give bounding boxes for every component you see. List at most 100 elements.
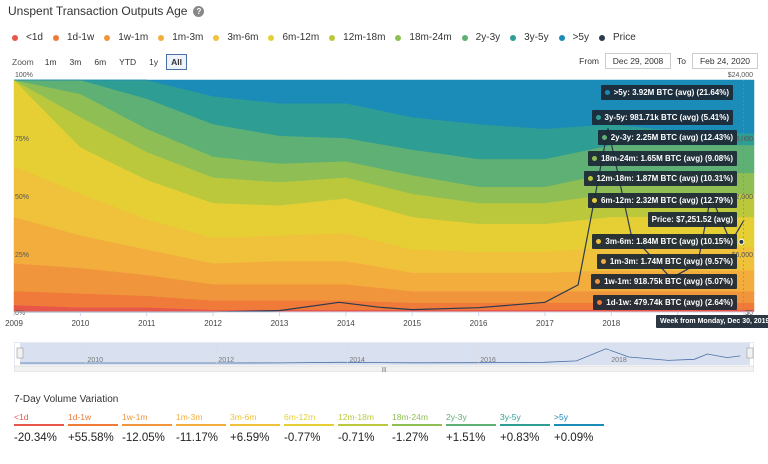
tooltip-dot-icon	[604, 90, 610, 95]
volume-item-3m-6m: 3m-6m +6.59%	[230, 412, 284, 444]
tooltip-row-6m-12m: 6m-12m: 2.32M BTC (avg) (12.79%)	[587, 193, 737, 208]
legend-label: 18m-24m	[409, 32, 452, 43]
legend-item-price[interactable]: Price	[598, 32, 636, 43]
tooltip-text: 2y-3y: 2.25M BTC (avg) (12.43%)	[610, 133, 733, 142]
volume-variation-row: <1d -20.34% 1d-1w +55.58% 1w-1m -12.05% 1m-3m -…	[14, 412, 608, 444]
tooltip-dot-icon	[600, 259, 606, 264]
range-from-input[interactable]: Dec 29, 2008	[605, 53, 672, 69]
navigator[interactable]: 2010 2012 2014 2016 2018 |||	[14, 342, 754, 372]
volume-item-12m-18m: 12m-18m -0.71%	[338, 412, 392, 444]
legend-label: 3y-5y	[524, 32, 549, 43]
volume-item-1d: <1d -20.34%	[14, 412, 68, 444]
y-left-tick-label: 50%	[15, 194, 29, 201]
tooltip-dot-icon	[591, 198, 597, 203]
volume-item-2y-3y: 2y-3y +1.51%	[446, 412, 500, 444]
legend-item-3y-5y[interactable]: 3y-5y	[510, 32, 549, 43]
legend-label: 6m-12m	[282, 32, 320, 43]
area-series-5y[interactable]	[14, 79, 755, 134]
volume-value: +6.59%	[230, 432, 270, 444]
navigator-tick-label: 2012	[218, 357, 234, 364]
legend-item-12m-18m[interactable]: 12m-18m	[329, 32, 385, 43]
navigator-right-handle[interactable]	[746, 347, 754, 359]
legend-dot-icon	[52, 34, 59, 41]
range-to-input[interactable]: Feb 24, 2020	[692, 53, 758, 69]
x-tick-label: 2017	[536, 319, 554, 328]
navigator-tick-label: 2018	[611, 357, 627, 364]
navigator-tick-label: 2010	[87, 357, 103, 364]
legend-label: 1d-1w	[66, 32, 95, 43]
volume-label: 6m-12m	[284, 412, 334, 426]
y-right-tick-label: $0	[745, 310, 753, 317]
zoom-button-all[interactable]: All	[166, 54, 188, 70]
legend-dot-icon	[510, 34, 517, 41]
navigator-left-handle[interactable]	[16, 347, 24, 359]
legend-item-1m-3m[interactable]: 1m-3m	[158, 32, 203, 43]
tooltip-text: 3y-5y: 981.71k BTC (avg) (5.41%)	[604, 113, 730, 122]
tooltip-row-12m-18m: 12m-18m: 1.87M BTC (avg) (10.31%)	[583, 171, 737, 186]
y-left-tick-label: 25%	[15, 252, 29, 259]
tooltip-dot-icon	[597, 300, 603, 305]
tooltip-row-1w-1m: 1w-1m: 918.75k BTC (avg) (5.07%)	[591, 274, 737, 289]
volume-label: 3y-5y	[500, 412, 550, 426]
legend-dot-icon	[213, 34, 220, 41]
legend-item-1d-1w[interactable]: 1d-1w	[52, 32, 95, 43]
volume-value: -0.71%	[338, 432, 375, 444]
tooltip-text: 12m-18m: 1.87M BTC (avg) (10.31%)	[596, 174, 734, 183]
volume-item-1d-1w: 1d-1w +55.58%	[68, 412, 122, 444]
volume-item-1m-3m: 1m-3m -11.17%	[176, 412, 230, 444]
volume-value: +55.58%	[68, 432, 114, 444]
navigator-series	[20, 348, 741, 364]
volume-label: 12m-18m	[338, 412, 388, 426]
legend-dot-icon	[12, 34, 18, 41]
volume-value: +1.51%	[446, 432, 486, 444]
legend-label: <1d	[26, 32, 43, 43]
zoom-label: Zoom	[12, 57, 34, 67]
price-marker	[738, 238, 745, 245]
x-tick-label: 2010	[71, 319, 89, 328]
volume-item-18m-24m: 18m-24m -1.27%	[392, 412, 446, 444]
volume-label: >5y	[554, 412, 604, 426]
volume-value: -1.27%	[392, 432, 429, 444]
zoom-button-3m[interactable]: 3m	[69, 57, 82, 67]
legend-label: >5y	[572, 32, 589, 43]
zoom-button-1y[interactable]: 1y	[149, 57, 159, 67]
tooltip-row-18m-24m: 18m-24m: 1.65M BTC (avg) (9.08%)	[587, 151, 737, 166]
tooltip-row-3y-5y: 3y-5y: 981.71k BTC (avg) (5.41%)	[591, 110, 733, 125]
legend-item-18m-24m[interactable]: 18m-24m	[395, 32, 452, 43]
zoom-button-6m[interactable]: 6m	[94, 57, 107, 67]
legend-item-5y[interactable]: >5y	[558, 32, 589, 43]
legend-item-1w-1m[interactable]: 1w-1m	[104, 32, 148, 43]
tooltip-dot-icon	[601, 135, 607, 140]
legend-item-3m-6m[interactable]: 3m-6m	[213, 32, 258, 43]
volume-label: 18m-24m	[392, 412, 442, 426]
price-line[interactable]	[14, 128, 745, 313]
tooltip-row-1m-3m: 1m-3m: 1.74M BTC (avg) (9.57%)	[596, 254, 737, 269]
volume-label: 3m-6m	[230, 412, 280, 426]
volume-item-6m-12m: 6m-12m -0.77%	[284, 412, 338, 444]
tooltip-row-1d-1w: 1d-1w: 479.74k BTC (avg) (2.64%)	[593, 295, 737, 310]
chart-title: Unspent Transaction Outputs Age ?	[8, 4, 205, 18]
tooltip-dot-icon	[596, 239, 602, 244]
x-tick-label: 2016	[470, 319, 488, 328]
legend-dot-icon	[558, 34, 565, 41]
zoom-controls: Zoom 1m 3m 6m YTD 1y All	[12, 54, 190, 70]
legend-item-1d[interactable]: <1d	[12, 32, 43, 43]
legend-item-6m-12m[interactable]: 6m-12m	[268, 32, 319, 43]
volume-label: 1d-1w	[68, 412, 118, 426]
volume-title: 7-Day Volume Variation	[14, 394, 119, 405]
navigator-selection[interactable]	[20, 343, 750, 365]
tooltip-dot-icon	[587, 176, 593, 181]
zoom-button-ytd[interactable]: YTD	[119, 57, 137, 67]
tooltip-row-price: Price: $7,251.52 (avg)	[647, 212, 737, 227]
legend-item-2y-3y[interactable]: 2y-3y	[461, 32, 500, 43]
help-icon[interactable]: ?	[193, 5, 205, 17]
chart-title-text: Unspent Transaction Outputs Age	[8, 4, 188, 18]
legend-dot-icon	[395, 34, 402, 41]
navigator-scrollbar[interactable]	[14, 365, 754, 372]
navigator-tick-label: 2016	[480, 357, 496, 364]
legend-label: 1w-1m	[118, 32, 149, 43]
legend-dot-icon	[268, 34, 275, 41]
zoom-button-1m[interactable]: 1m	[44, 57, 57, 67]
legend-dot-icon	[104, 34, 111, 41]
range-to-label: To	[677, 56, 686, 66]
